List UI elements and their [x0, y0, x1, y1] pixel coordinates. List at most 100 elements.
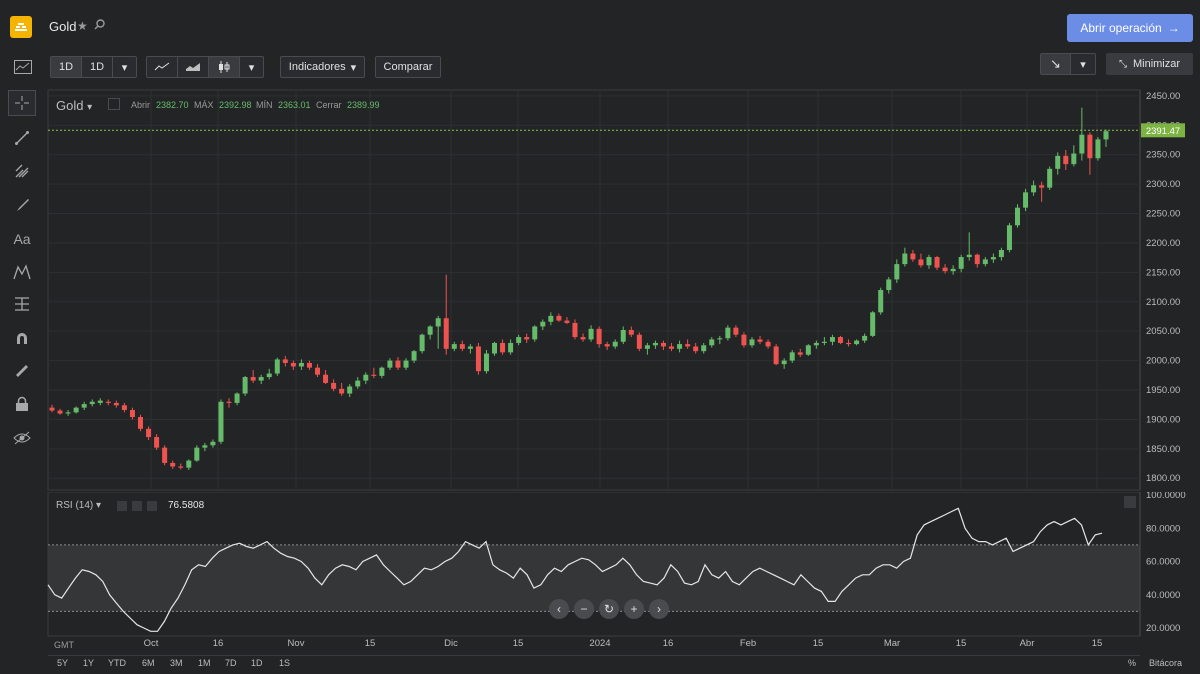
search-icon[interactable] — [94, 19, 105, 33]
fork-tool[interactable] — [8, 158, 36, 184]
range-button-1d[interactable]: 1D — [251, 658, 263, 668]
candle — [154, 434, 160, 450]
x-tick-label: Abr — [1020, 638, 1035, 649]
rsi-label[interactable]: RSI (14) ▾ — [56, 500, 101, 511]
reset-button[interactable]: ↻ — [599, 599, 619, 619]
direction-dropdown[interactable]: ▾ — [1071, 54, 1095, 74]
indicators-button[interactable]: Indicadores ▾ — [280, 56, 365, 78]
measure-tool[interactable] — [8, 291, 36, 317]
interval-dropdown[interactable]: ▾ — [113, 57, 136, 77]
brush-tool[interactable] — [8, 192, 36, 218]
candle-body — [644, 345, 650, 349]
range-button-5y[interactable]: 5Y — [57, 658, 69, 668]
candle-body — [105, 401, 111, 403]
candle-body — [347, 386, 353, 394]
y-tick-label: 1950.00 — [1146, 385, 1180, 396]
candle — [1006, 222, 1012, 253]
candle-body — [121, 405, 127, 410]
candle — [379, 366, 385, 379]
candle-chart-button[interactable] — [209, 57, 240, 77]
x-tick-label: Mar — [884, 638, 900, 649]
rsi-close-icon[interactable] — [1124, 496, 1136, 508]
scroll-right-button[interactable]: › — [649, 599, 669, 619]
candle-body — [773, 346, 779, 365]
candle — [910, 250, 916, 262]
candle-body — [926, 257, 932, 266]
crosshair-tool[interactable] — [8, 90, 36, 116]
candle-body — [781, 360, 787, 365]
symbol-selector[interactable]: Gold ▾ — [56, 98, 92, 113]
candle — [202, 442, 208, 452]
interval-button-2[interactable]: 1D — [82, 57, 113, 77]
candle-body — [483, 353, 489, 372]
magnet-tool[interactable] — [8, 325, 36, 351]
star-icon[interactable]: ★ — [77, 19, 88, 33]
candle — [274, 357, 280, 376]
trendline-tool[interactable] — [8, 125, 36, 151]
zoom-out-button[interactable]: − — [574, 599, 594, 619]
zoom-in-button[interactable]: + — [624, 599, 644, 619]
app-logo[interactable] — [10, 16, 32, 38]
candle-body — [1087, 134, 1093, 159]
y-tick-label: 2300.00 — [1146, 179, 1180, 190]
candle — [604, 341, 610, 350]
arrow-down-right-button[interactable]: ↘ — [1041, 54, 1071, 74]
candle-body — [467, 346, 473, 349]
area-chart-button[interactable] — [178, 57, 209, 77]
candle — [73, 406, 79, 414]
candle — [1055, 152, 1061, 175]
caret-down-icon: ▾ — [248, 61, 255, 74]
candle-body — [1063, 155, 1069, 165]
candle — [717, 335, 723, 345]
plus-icon: + — [630, 602, 638, 616]
range-button-ytd[interactable]: YTD — [108, 658, 126, 668]
y-tick-label: 2150.00 — [1146, 267, 1180, 278]
candle — [162, 445, 168, 466]
line-chart-button[interactable] — [147, 57, 178, 77]
candle — [1063, 150, 1069, 170]
candle-body — [701, 345, 707, 352]
range-button-1y[interactable]: 1Y — [83, 658, 95, 668]
minimize-button[interactable]: ⤡ Minimizar — [1106, 53, 1193, 75]
range-button-6m[interactable]: 6M — [142, 658, 155, 668]
range-button-3m[interactable]: 3M — [170, 658, 183, 668]
price-chart[interactable]: 2450.002400.002350.002300.002250.002200.… — [0, 88, 1200, 493]
range-button-1s[interactable]: 1S — [279, 658, 291, 668]
rsi-remove-icon[interactable] — [147, 501, 157, 511]
pattern-tool[interactable] — [8, 259, 36, 285]
ruler-tool[interactable] — [8, 358, 36, 384]
candle-body — [475, 346, 481, 372]
log-toggle[interactable]: Bitácora — [1149, 658, 1183, 668]
rsi-hide-icon[interactable] — [132, 501, 142, 511]
candle-body — [918, 259, 924, 266]
lock-tool[interactable] — [8, 391, 36, 417]
candle-body — [1031, 185, 1037, 193]
candle-body — [250, 377, 256, 381]
candle — [870, 311, 876, 338]
compare-button[interactable]: Comparar — [375, 56, 441, 78]
chart-type-icon[interactable] — [12, 56, 34, 78]
range-bar: 5Y 1Y YTD 6M 3M 1M 7D 1D 1S — [48, 655, 1140, 671]
percent-toggle[interactable]: % — [1128, 658, 1137, 668]
y-tick-label: 2000.00 — [1146, 356, 1180, 367]
range-button-7d[interactable]: 7D — [225, 658, 237, 668]
candle — [435, 315, 441, 349]
rsi-value: 76.5808 — [168, 500, 205, 511]
settings-square-icon[interactable] — [108, 98, 120, 110]
rsi-chart[interactable]: 100.0000 80.0000 60.0000 40.0000 20.0000 — [0, 492, 1200, 638]
candle — [298, 359, 304, 370]
interval-button-1[interactable]: 1D — [51, 57, 82, 77]
candle — [105, 399, 111, 406]
candle-body — [435, 318, 441, 327]
rsi-settings-icon[interactable] — [117, 501, 127, 511]
range-button-1m[interactable]: 1M — [198, 658, 211, 668]
rsi-tick-label: 80.0000 — [1146, 523, 1180, 534]
text-tool[interactable]: Aa — [8, 226, 36, 252]
chart-style-dropdown[interactable]: ▾ — [240, 57, 263, 77]
scroll-left-button[interactable]: ‹ — [549, 599, 569, 619]
candle — [701, 342, 707, 354]
candle-body — [170, 462, 176, 467]
candle — [282, 355, 288, 367]
hide-drawings-tool[interactable] — [8, 425, 36, 451]
open-trade-button[interactable]: Abrir operación → — [1067, 14, 1193, 42]
